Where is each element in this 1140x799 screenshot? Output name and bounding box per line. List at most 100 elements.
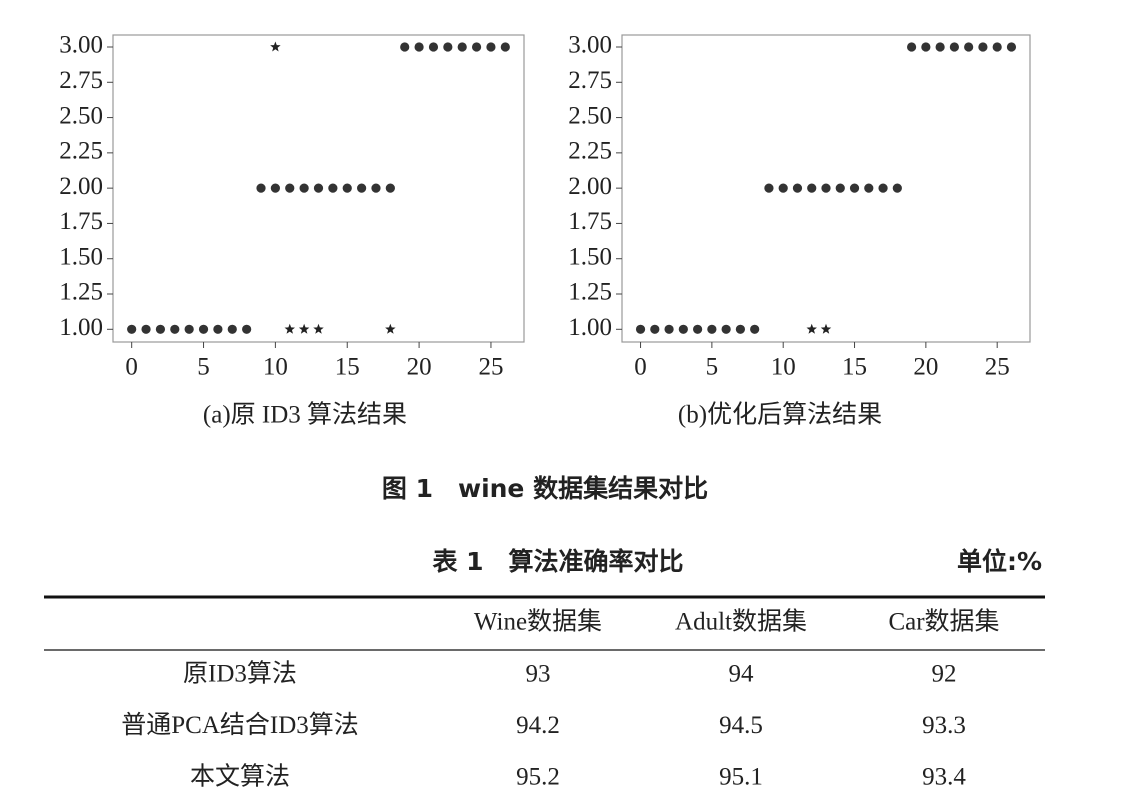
dot-point xyxy=(978,42,988,52)
dot-point xyxy=(792,183,803,193)
table-title: 表 1 算法准确率对比 xyxy=(432,547,683,576)
y-tick-label: 2.75 xyxy=(59,67,103,94)
dot-point xyxy=(835,183,845,193)
chart-caption: (b)优化后算法结果 xyxy=(678,401,882,429)
dot-point xyxy=(371,183,381,193)
figure-caption: 图 1 wine 数据集结果对比 xyxy=(382,474,708,503)
dot-point xyxy=(141,324,151,334)
star-point xyxy=(806,323,817,334)
dot-point xyxy=(242,324,252,334)
star-point xyxy=(313,323,324,334)
table-cell: 93.4 xyxy=(922,764,966,791)
dot-point xyxy=(443,42,453,52)
table-cell: 93.3 xyxy=(922,712,966,739)
y-tick-label: 1.50 xyxy=(59,243,103,270)
table-cell: 94 xyxy=(729,661,755,688)
y-tick-label: 1.75 xyxy=(568,208,612,235)
dot-point xyxy=(328,183,338,193)
dot-point xyxy=(735,324,746,334)
y-tick-label: 2.00 xyxy=(59,173,103,200)
dot-point xyxy=(807,183,817,193)
x-tick-label: 10 xyxy=(263,354,288,381)
chart-caption: (a)原 ID3 算法结果 xyxy=(203,401,407,429)
dot-point xyxy=(299,183,309,193)
dot-point xyxy=(385,183,395,193)
star-point xyxy=(820,323,832,334)
dot-point xyxy=(457,42,467,52)
table-cell: 93 xyxy=(526,661,551,688)
dot-point xyxy=(992,42,1002,52)
row-label: 普通PCA结合ID3算法 xyxy=(121,711,359,739)
dot-point xyxy=(155,324,166,334)
y-tick-label: 2.25 xyxy=(59,138,103,165)
star-point xyxy=(284,323,295,334)
dot-point xyxy=(650,324,660,334)
y-tick-label: 1.00 xyxy=(568,314,612,341)
table-cell: 92 xyxy=(932,661,957,688)
dot-point xyxy=(342,183,352,193)
column-header: Adult数据集 xyxy=(675,608,807,636)
x-tick-label: 0 xyxy=(125,354,138,381)
y-tick-label: 3.00 xyxy=(568,32,612,59)
table-unit: 单位:% xyxy=(957,547,1042,576)
dot-point xyxy=(357,183,367,193)
dot-point xyxy=(227,324,237,334)
dot-point xyxy=(313,183,324,193)
dot-point xyxy=(170,324,180,334)
table-cell: 94.2 xyxy=(516,712,560,739)
y-tick-label: 1.00 xyxy=(59,314,103,341)
dot-point xyxy=(864,183,874,193)
x-tick-label: 10 xyxy=(771,354,796,381)
dot-point xyxy=(486,42,496,52)
star-point xyxy=(298,323,310,334)
dot-point xyxy=(778,183,788,193)
dot-point xyxy=(428,42,439,52)
row-label: 本文算法 xyxy=(190,763,290,791)
y-tick-label: 1.50 xyxy=(568,243,612,270)
x-tick-label: 20 xyxy=(407,354,432,381)
dot-point xyxy=(198,324,209,334)
x-tick-label: 15 xyxy=(335,354,360,381)
x-tick-label: 25 xyxy=(478,354,503,381)
table-cell: 95.2 xyxy=(516,764,560,791)
dot-point xyxy=(184,324,194,334)
dot-point xyxy=(821,183,831,193)
y-tick-label: 2.50 xyxy=(568,102,612,129)
dot-point xyxy=(849,183,860,193)
dot-point xyxy=(693,324,703,334)
dot-point xyxy=(949,42,959,52)
x-tick-label: 5 xyxy=(197,354,210,381)
dot-point xyxy=(471,42,482,52)
dot-point xyxy=(707,324,717,334)
x-tick-label: 0 xyxy=(634,354,647,381)
dot-point xyxy=(892,183,902,193)
dot-point xyxy=(678,324,688,334)
dot-point xyxy=(285,183,295,193)
dot-point xyxy=(906,42,917,52)
y-tick-label: 3.00 xyxy=(59,32,103,59)
column-header: Car数据集 xyxy=(888,608,999,636)
y-tick-label: 2.00 xyxy=(568,173,612,200)
y-tick-label: 1.25 xyxy=(568,279,612,306)
dot-point xyxy=(764,183,774,193)
y-tick-label: 2.75 xyxy=(568,67,612,94)
dot-point xyxy=(270,183,280,193)
y-tick-label: 2.50 xyxy=(59,102,103,129)
dot-point xyxy=(213,324,223,334)
y-tick-label: 1.25 xyxy=(59,279,103,306)
column-header: Wine数据集 xyxy=(474,608,602,636)
row-label: 原ID3算法 xyxy=(183,660,297,688)
star-point xyxy=(270,41,281,52)
x-tick-label: 15 xyxy=(842,354,867,381)
table-cell: 94.5 xyxy=(719,712,763,739)
dot-point xyxy=(721,324,731,334)
y-tick-label: 2.25 xyxy=(568,138,612,165)
dot-point xyxy=(664,324,674,334)
dot-point xyxy=(1006,42,1017,52)
dot-point xyxy=(256,183,266,193)
y-tick-label: 1.75 xyxy=(59,208,103,235)
dot-point xyxy=(635,324,646,334)
dot-point xyxy=(750,324,760,334)
dot-point xyxy=(935,42,945,52)
